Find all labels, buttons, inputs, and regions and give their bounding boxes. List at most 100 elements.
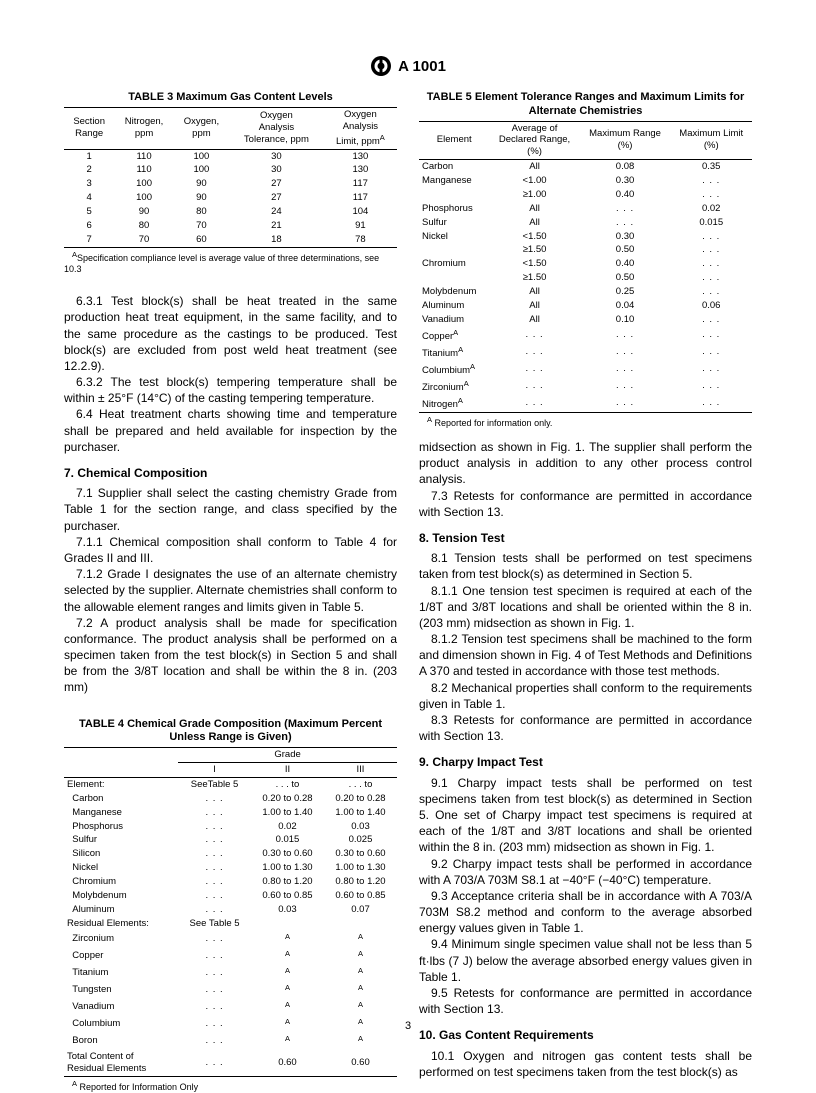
page: A 1001 TABLE 3 Maximum Gas Content Level… <box>0 0 816 1056</box>
cell: 100 <box>114 177 173 191</box>
cell: A <box>324 1033 397 1050</box>
cell: 0.10 <box>580 313 671 327</box>
table-row: Boron. . .AA <box>64 1033 397 1050</box>
two-column-layout: TABLE 3 Maximum Gas Content Levels Secti… <box>64 87 752 1093</box>
table-row: Total Content ofResidual Elements. . .0.… <box>64 1050 397 1076</box>
cell: 0.60 <box>324 1050 397 1076</box>
table-row: Vanadium. . .AA <box>64 999 397 1016</box>
astm-logo-icon <box>370 55 392 77</box>
cell <box>251 917 324 931</box>
cell: 80 <box>174 205 229 219</box>
cell: 0.07 <box>324 903 397 917</box>
table-row: Aluminum. . .0.030.07 <box>64 903 397 917</box>
p-72: 7.2 A product analysis shall be made for… <box>64 615 397 696</box>
cell: Zirconium <box>64 931 178 948</box>
cell: NitrogenA <box>419 395 489 413</box>
cell: Vanadium <box>64 999 178 1016</box>
table-row: Molybdenum. . .0.60 to 0.850.60 to 0.85 <box>64 889 397 903</box>
cell: 0.40 <box>580 188 671 202</box>
table-row: Manganese<1.000.30. . . <box>419 174 752 188</box>
cell: 0.60 <box>251 1050 324 1076</box>
cell: Molybdenum <box>64 889 178 903</box>
cell: A <box>324 965 397 982</box>
cell: Vanadium <box>419 313 489 327</box>
cell: 1 <box>64 149 114 163</box>
cell: 130 <box>324 163 397 177</box>
cell: . . . <box>178 965 251 982</box>
cell: Carbon <box>419 160 489 174</box>
p-81: 8.1 Tension tests shall be performed on … <box>419 550 752 582</box>
cell: 0.25 <box>580 285 671 299</box>
cell: 27 <box>229 177 324 191</box>
cell: . . . <box>178 806 251 820</box>
cell: . . . <box>178 889 251 903</box>
cell: 91 <box>324 219 397 233</box>
cell: See Table 5 <box>178 917 251 931</box>
cell: ≥1.00 <box>489 188 579 202</box>
cell: A <box>324 948 397 965</box>
cell: . . . <box>178 820 251 834</box>
cell: . . . <box>489 344 579 361</box>
cell: ZirconiumA <box>419 378 489 395</box>
table-row: Titanium. . .AA <box>64 965 397 982</box>
cell: 7 <box>64 233 114 247</box>
table-row: Residual Elements:See Table 5 <box>64 917 397 931</box>
table-row: 5908024104 <box>64 205 397 219</box>
cell: . . . <box>178 931 251 948</box>
cell: A <box>251 931 324 948</box>
cell: 1.00 to 1.30 <box>251 861 324 875</box>
cell: . . . <box>580 202 671 216</box>
cell: . . . to <box>251 777 324 791</box>
cell: . . . <box>489 395 579 413</box>
cell: A <box>251 999 324 1016</box>
sec7-head: 7. Chemical Composition <box>64 465 397 481</box>
table-row: 111010030130 <box>64 149 397 163</box>
table3: SectionRange Nitrogen,ppm Oxygen,ppm Oxy… <box>64 107 397 248</box>
right-column: TABLE 5 Element Tolerance Ranges and Max… <box>419 87 752 1093</box>
t5-h1: Average ofDeclared Range,(%) <box>489 121 579 160</box>
table-row: ≥1.500.50. . . <box>419 271 752 285</box>
cell: . . . <box>670 271 752 285</box>
p-92: 9.2 Charpy impact tests shall be perform… <box>419 856 752 888</box>
p-71: 7.1 Supplier shall select the casting ch… <box>64 485 397 534</box>
cell: 0.015 <box>251 833 324 847</box>
cell: 0.35 <box>670 160 752 174</box>
cell: SeeTable 5 <box>178 777 251 791</box>
cell: . . . <box>178 1033 251 1050</box>
cell: . . . <box>580 378 671 395</box>
table-row: Carbon. . .0.20 to 0.280.20 to 0.28 <box>64 792 397 806</box>
cell: Phosphorus <box>64 820 178 834</box>
p-812: 8.1.2 Tension test specimens shall be ma… <box>419 631 752 680</box>
cell: . . . <box>178 875 251 889</box>
cell: 117 <box>324 177 397 191</box>
p-82: 8.2 Mechanical properties shall conform … <box>419 680 752 712</box>
doc-designation: A 1001 <box>398 58 446 75</box>
cell: CopperA <box>419 327 489 344</box>
table-row: ≥1.000.40. . . <box>419 188 752 202</box>
cell: . . . <box>178 999 251 1016</box>
table5: Element Average ofDeclared Range,(%) Max… <box>419 121 752 413</box>
cell: . . . <box>489 327 579 344</box>
cell: A <box>324 982 397 999</box>
cell: 0.40 <box>580 257 671 271</box>
table-row: Sulfur. . .0.0150.025 <box>64 833 397 847</box>
cell: . . . <box>178 847 251 861</box>
table-row: VanadiumAll0.10. . . <box>419 313 752 327</box>
cell: All <box>489 160 579 174</box>
cell: 0.03 <box>324 820 397 834</box>
table-row: CopperA. . .. . .. . . <box>419 327 752 344</box>
cell <box>419 271 489 285</box>
cell: Carbon <box>64 792 178 806</box>
cell: Nickel <box>419 230 489 244</box>
t5-h3: Maximum Limit(%) <box>670 121 752 160</box>
t4-g3: III <box>324 763 397 778</box>
table-row: SulfurAll. . .0.015 <box>419 216 752 230</box>
cell: 110 <box>114 149 173 163</box>
cell: All <box>489 202 579 216</box>
p-64: 6.4 Heat treatment charts showing time a… <box>64 406 397 455</box>
cell: 1.00 to 1.40 <box>324 806 397 820</box>
cell: . . . <box>178 792 251 806</box>
table-row: PhosphorusAll. . .0.02 <box>419 202 752 216</box>
cell: 0.60 to 0.85 <box>251 889 324 903</box>
cell: 0.02 <box>670 202 752 216</box>
